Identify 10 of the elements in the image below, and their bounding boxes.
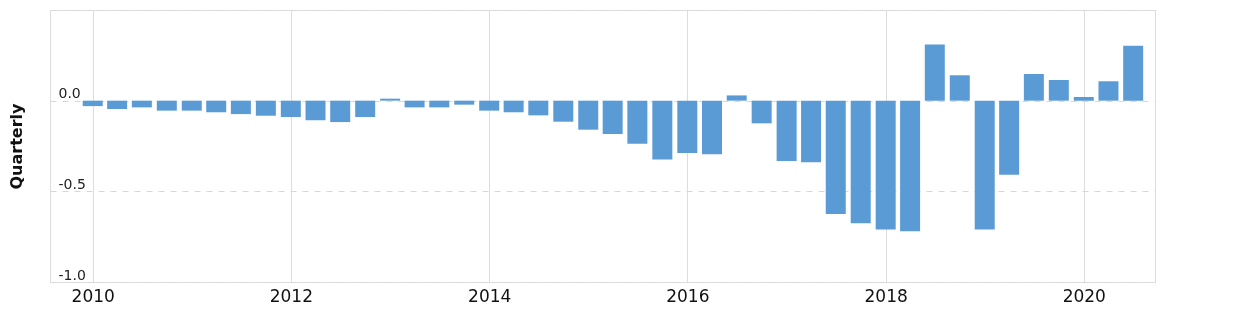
y-axis-title: Quarterly bbox=[6, 102, 26, 190]
x-tick-label: 2018 bbox=[864, 285, 908, 306]
x-tick-label: 2014 bbox=[468, 285, 512, 306]
y-tick-label: -0.5 bbox=[58, 175, 86, 192]
x-tick-label: 2020 bbox=[1062, 285, 1106, 306]
x-tick-label: 2016 bbox=[666, 285, 710, 306]
x-tick-label: 2012 bbox=[269, 285, 313, 306]
x-tick-label: 2010 bbox=[71, 285, 115, 306]
y-tick-label: 0.0 bbox=[58, 85, 81, 102]
y-tick-label: -1.0 bbox=[58, 266, 86, 283]
